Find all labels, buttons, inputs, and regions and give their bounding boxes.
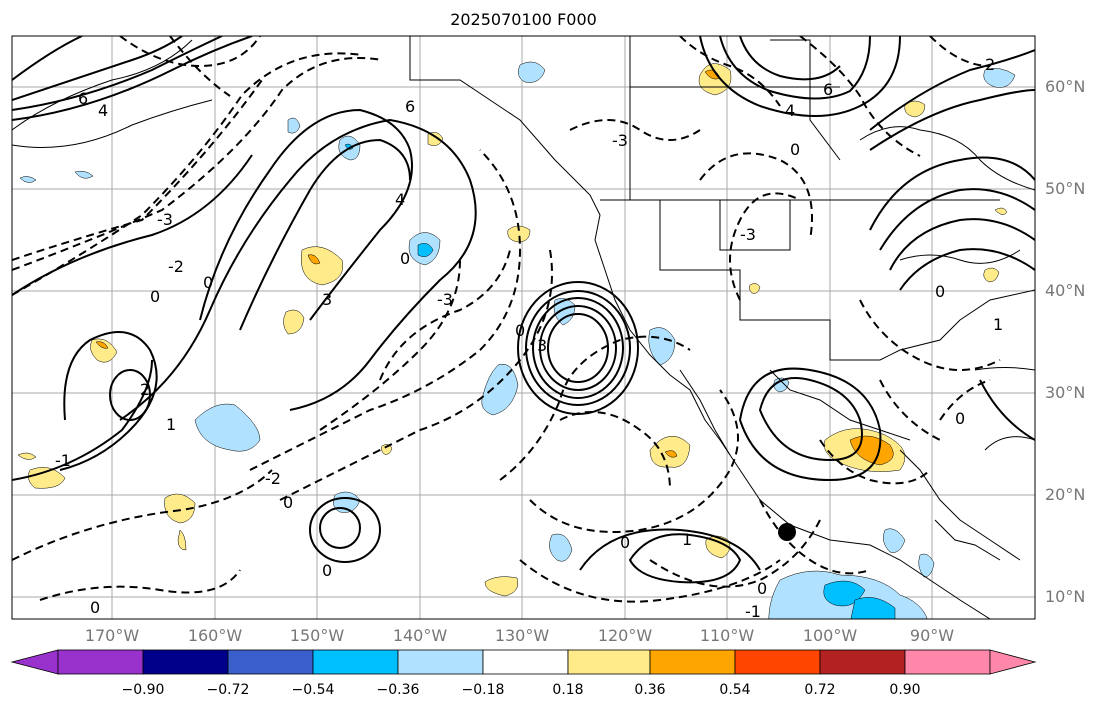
colorbar-tick: 0.54 <box>719 682 751 698</box>
contour-label: -1 <box>55 451 71 470</box>
contour-label: 0 <box>150 287 160 306</box>
contour-label: 3 <box>537 336 547 355</box>
contour-label: 0 <box>203 273 213 292</box>
contour-label: 2 <box>985 55 995 74</box>
contour-label: 1 <box>682 530 692 549</box>
colorbar-tick: 0.72 <box>804 682 836 698</box>
lon-label: 120°W <box>597 626 653 645</box>
contour-label: 0 <box>322 561 332 580</box>
coastlines <box>12 36 1035 619</box>
lon-label: 90°W <box>909 626 955 645</box>
lon-label: 170°W <box>84 626 140 645</box>
contour-label: 0 <box>283 493 293 512</box>
contour-label: -1 <box>745 602 761 621</box>
lat-label: 40°N <box>1045 281 1086 300</box>
contour-label: 2 <box>140 380 150 399</box>
contour-label: 6 <box>405 97 415 116</box>
lat-label: 20°N <box>1045 485 1086 504</box>
colorbar-tick: 0.36 <box>634 682 666 698</box>
dashed-contours <box>12 36 1001 603</box>
contour-label: 4 <box>98 101 108 120</box>
contour-label: -3 <box>612 131 628 150</box>
shaded-anomalies <box>17 61 1016 619</box>
lat-label: 30°N <box>1045 383 1086 402</box>
contour-label: 0 <box>935 282 945 301</box>
contour-label: 1 <box>166 415 176 434</box>
contour-label: 1 <box>993 315 1003 334</box>
contour-label: -2 <box>168 257 184 276</box>
contour-label: 4 <box>785 101 795 120</box>
colorbar-tick: −0.72 <box>206 682 250 698</box>
colorbar-tick: 0.90 <box>889 682 921 698</box>
lon-label: 100°W <box>802 626 858 645</box>
contour-label: 4 <box>395 190 405 209</box>
contour-label-group: 6 4 6 4 0 -3 -3 -2 0 0 3 -3 2 1 -1 -2 0 … <box>55 55 1003 621</box>
contour-label: -3 <box>740 225 756 244</box>
lon-label: 130°W <box>494 626 550 645</box>
colorbar-extend-low <box>10 649 59 675</box>
contour-label: 0 <box>400 249 410 268</box>
colorbar-extend-high <box>989 649 1037 675</box>
contour-label: 0 <box>90 598 100 617</box>
contour-label: 0 <box>955 409 965 428</box>
storm-marker-dot <box>778 523 796 541</box>
map-frame <box>11 35 1036 620</box>
contour-label: -3 <box>157 210 173 229</box>
contour-label: 6 <box>823 80 833 99</box>
map-title: 2025070100 F000 <box>450 10 597 29</box>
lon-label: 160°W <box>187 626 243 645</box>
contour-label: 3 <box>322 290 332 309</box>
contour-label: 6 <box>78 89 88 108</box>
contour-label: 0 <box>757 579 767 598</box>
contour-label: 0 <box>515 321 525 340</box>
lat-label: 60°N <box>1045 77 1086 96</box>
lat-label: 50°N <box>1045 179 1086 198</box>
colorbar <box>10 649 1037 675</box>
lon-label: 110°W <box>699 626 755 645</box>
graticule <box>12 36 1035 619</box>
colorbar-tick: −0.54 <box>291 682 335 698</box>
contour-label: -2 <box>265 469 281 488</box>
colorbar-tick: −0.18 <box>461 682 505 698</box>
lat-label: 10°N <box>1045 587 1086 606</box>
solid-contours <box>12 36 1035 584</box>
contour-label: -3 <box>437 290 453 309</box>
colorbar-tick: −0.36 <box>376 682 420 698</box>
contour-label: 0 <box>790 140 800 159</box>
colorbar-tick: 0.18 <box>552 682 584 698</box>
colorbar-tick: −0.90 <box>121 682 165 698</box>
lon-label: 140°W <box>392 626 448 645</box>
contour-label: 0 <box>620 533 630 552</box>
lon-label: 150°W <box>289 626 345 645</box>
